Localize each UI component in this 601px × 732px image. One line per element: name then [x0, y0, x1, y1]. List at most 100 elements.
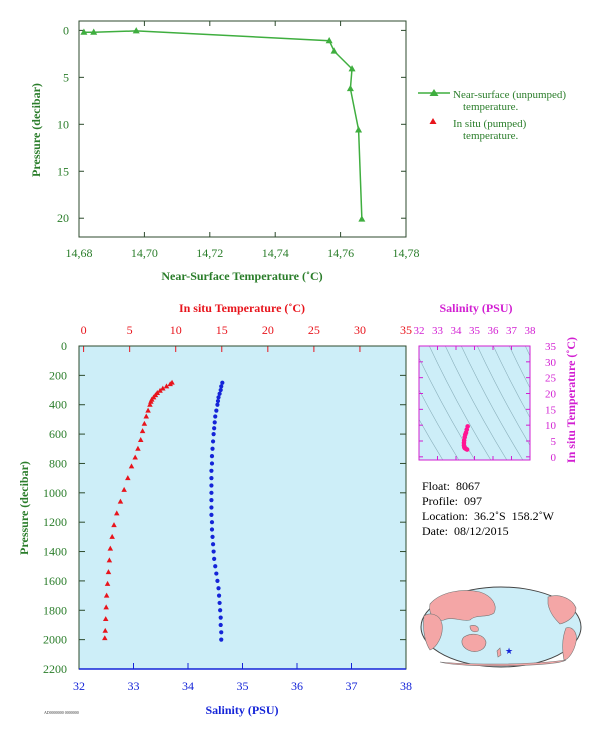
salinity-profile-point: [209, 461, 215, 466]
temperature-profile-point: [121, 486, 127, 492]
salinity-profile-point: [216, 593, 222, 598]
salinity-tick-labels: 32 33 34 35 36 37 38: [73, 679, 412, 693]
near-surface-x-tick-label: 14,78: [393, 246, 420, 260]
pressure-tick-label: 800: [49, 456, 67, 470]
density-contour: [509, 346, 530, 389]
temperature-profile-point: [141, 420, 148, 426]
temperature-profile-point: [102, 627, 109, 633]
near-surface-point: [90, 28, 98, 35]
map-landmasses: [423, 590, 577, 667]
temperature-profile-point: [160, 385, 166, 391]
ts-temperature-tick-label: 10: [545, 420, 557, 432]
pressure-tick-label: 1600: [43, 574, 67, 588]
temperature-profile-point: [167, 381, 173, 387]
temperature-profile-point: [117, 498, 124, 504]
salinity-profile-point: [209, 527, 215, 532]
ts-diagram: 32 33 34 35 36 37 38 0 5 10 15 20 25 30 35 Salinity (…: [414, 301, 579, 464]
near-surface-point: [348, 65, 356, 72]
profile-plot-background: [79, 346, 406, 669]
salinity-profile-point: [220, 380, 225, 385]
salinity-profile-point: [213, 414, 218, 419]
profile-chart: 0 5 10 15 20 25 30 35 32 33 34 35 36 37 38 0 200 400 600…: [17, 301, 412, 717]
land-new-zealand: [496, 647, 502, 658]
near-surface-y-ticks: 0 5 10 15 20: [57, 23, 406, 225]
land-indonesia: [469, 625, 479, 633]
pressure-tick-label: 0: [61, 339, 67, 353]
salinity-profile-point: [215, 578, 220, 584]
land-australia: [461, 633, 487, 652]
ts-plot-frame: [418, 345, 531, 461]
legend-marker-pumped: [429, 118, 437, 124]
ts-temperature-tick-label: 25: [545, 373, 557, 385]
near-surface-point: [80, 28, 88, 35]
density-contour: [429, 346, 492, 460]
temperature-axis-label: In situ Temperature (˚C): [179, 301, 305, 315]
near-surface-y-tick-label: 15: [57, 164, 69, 178]
footer-code: AD0000000 0000000: [44, 710, 79, 715]
near-surface-point: [355, 126, 363, 133]
near-surface-point: [346, 84, 354, 92]
salinity-profile-point: [215, 402, 220, 407]
ts-temperature-tick-label: 5: [551, 436, 557, 448]
near-surface-x-tick-label: 14,76: [327, 246, 354, 260]
salinity-profile-point: [210, 439, 216, 444]
temperature-profile-point: [147, 401, 153, 407]
ts-temperature-tick-labels: 0 5 10 15 20 25 30 35: [545, 341, 557, 464]
world-map: ★: [420, 586, 582, 668]
density-contour: [419, 357, 476, 460]
salinity-profile-point: [211, 549, 216, 554]
temperature-profile-point: [111, 522, 117, 528]
temperature-profile-point: [132, 454, 138, 460]
float-position-star-icon: ★: [505, 646, 513, 656]
temperature-tick-label: 0: [81, 323, 87, 337]
temperature-tick-label: 30: [354, 323, 366, 337]
near-surface-point: [358, 215, 366, 222]
salinity-tick-label: 35: [237, 679, 249, 693]
salinity-profile-point: [219, 630, 224, 635]
density-contours: [419, 346, 530, 460]
temperature-profile-point: [105, 569, 112, 575]
land-antarctica: [439, 659, 567, 667]
salinity-profile-point: [217, 600, 222, 606]
ts-point: [464, 447, 470, 452]
near-surface-y-tick-label: 20: [57, 211, 69, 225]
near-surface-temperature-line: [83, 30, 363, 220]
near-surface-y-tick-label: 0: [63, 23, 69, 37]
salinity-profile-point: [213, 564, 218, 569]
ts-salinity-axis-label: Salinity (PSU): [439, 301, 512, 315]
temperature-profile-point: [109, 533, 115, 539]
temperature-tick-label: 5: [127, 323, 133, 337]
salinity-profile-points: [209, 380, 225, 642]
ts-salinity-tick-label: 34: [451, 325, 463, 337]
pressure-tick-label: 1800: [43, 603, 67, 617]
temperature-profile-point: [145, 407, 151, 413]
temperature-tick-labels: 0 5 10 15 20 25 30 35: [81, 323, 412, 337]
near-surface-point: [330, 47, 338, 54]
salinity-profile-point: [218, 615, 223, 620]
near-surface-legend: Near-surface (unpumped) temperature. In …: [418, 89, 566, 142]
ts-salinity-tick-label: 37: [506, 325, 518, 337]
density-contour: [445, 346, 508, 460]
ts-temperature-tick-label: 35: [545, 341, 557, 353]
pressure-tick-label: 2200: [43, 662, 67, 676]
salinity-profile-point: [210, 542, 216, 547]
temperature-profile-point: [106, 557, 113, 563]
near-surface-x-tick-label: 14,72: [196, 246, 223, 260]
salinity-tick-label: 38: [400, 679, 412, 693]
ts-plot-background: [419, 346, 530, 460]
pressure-tick-label: 1400: [43, 545, 67, 559]
salinity-tick-label: 37: [346, 679, 358, 693]
salinity-profile-point: [209, 483, 214, 488]
pressure-tick-label: 600: [49, 427, 67, 441]
temperature-profile-point: [143, 413, 149, 419]
temperature-tick-label: 35: [400, 323, 412, 337]
ts-temperature-axis-label: In situ Temperature (˚C): [564, 337, 578, 463]
density-contour: [461, 346, 524, 460]
ts-salinity-tick-label: 38: [525, 325, 537, 337]
legend-label-unpumped-line1: Near-surface (unpumped): [453, 89, 566, 101]
temperature-profile-point: [128, 463, 135, 469]
temperature-tick-label: 15: [216, 323, 228, 337]
salinity-profile-point: [209, 454, 215, 459]
profile-number: Profile: 097: [422, 494, 482, 508]
ts-salinity-tick-label: 35: [469, 325, 481, 337]
